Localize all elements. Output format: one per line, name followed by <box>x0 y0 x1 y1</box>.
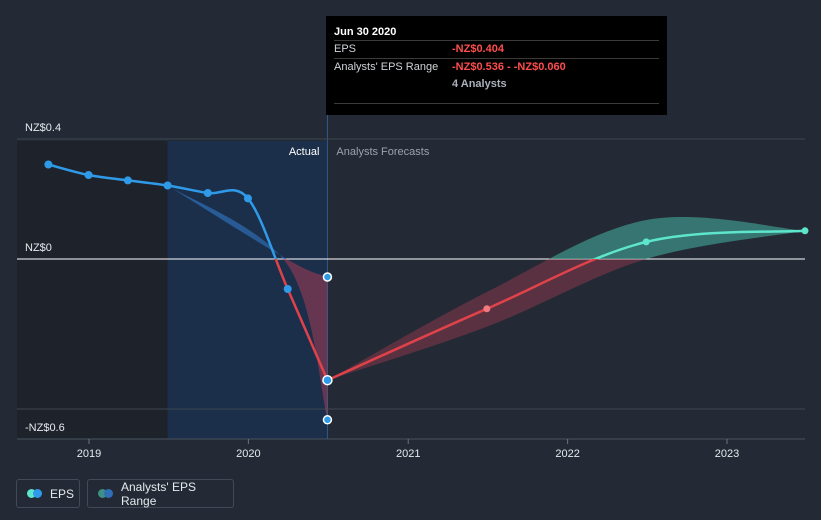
y-tick-label: -NZ$0.6 <box>25 422 65 434</box>
eps-range-bands <box>167 185 806 420</box>
eps-range-high-point <box>322 272 333 282</box>
forecast-label: Analysts Forecasts <box>336 146 429 158</box>
eps-actual-point <box>243 194 252 203</box>
eps-range-actual <box>167 185 287 259</box>
legend-eps-button[interactable]: EPS <box>16 479 80 508</box>
eps-actual-point <box>84 171 93 179</box>
eps-points <box>44 160 809 425</box>
tooltip-range-label: Analysts' EPS Range <box>334 61 439 73</box>
eps-actual-point <box>44 160 53 169</box>
range-swatch-icon <box>98 489 113 498</box>
eps-tooltip: Jun 30 2020 EPS -NZ$0.404 Analysts' EPS … <box>326 16 667 115</box>
chart-background <box>17 115 328 439</box>
tooltip-analysts-row: 4 Analysts <box>334 76 659 93</box>
tooltip-analysts-count: 4 Analysts <box>452 78 507 90</box>
chart-gridlines <box>17 138 805 444</box>
eps-actual-point <box>203 189 212 197</box>
x-tick-label: 2022 <box>555 448 579 460</box>
tooltip-date: Jun 30 2020 <box>334 26 397 38</box>
eps-actual-point <box>283 285 292 293</box>
eps-range-actual-negative <box>282 259 328 420</box>
eps-actual-point <box>163 181 172 190</box>
y-tick-label: NZ$0 <box>25 242 52 254</box>
eps-range-forecast-positive <box>548 217 806 259</box>
chart-labels: NZ$0.4 NZ$0 -NZ$0.6 2019 2020 2021 2022 2023 Act… <box>25 122 739 460</box>
eps-forecast-line <box>592 229 806 259</box>
eps-actual-point <box>322 374 333 386</box>
x-tick-label: 2021 <box>396 448 420 460</box>
eps-actual-point <box>123 176 132 185</box>
eps-range-low-point <box>322 415 333 425</box>
x-tick-label: 2020 <box>236 448 260 460</box>
eps-forecast-point <box>801 227 809 235</box>
legend-eps-label: EPS <box>50 486 75 501</box>
legend-range-button[interactable]: Analysts' EPS Range <box>87 479 234 508</box>
tooltip-eps-value: -NZ$0.404 <box>452 43 504 55</box>
tooltip-range-row: Analysts' EPS Range -NZ$0.536 - -NZ$0.06… <box>334 58 659 76</box>
x-tick-label: 2023 <box>715 448 739 460</box>
eps-actual-line <box>48 163 278 259</box>
tooltip-eps-label: EPS <box>334 43 357 55</box>
eps-forecast-line-negative <box>326 259 599 382</box>
tooltip-eps-row: EPS -NZ$0.404 <box>334 40 659 58</box>
actual-label: Actual <box>289 146 320 158</box>
tooltip-range-value: -NZ$0.536 - -NZ$0.060 <box>452 61 566 73</box>
x-tick-label: 2019 <box>77 448 101 460</box>
eps-swatch-icon <box>27 489 42 498</box>
past-shade <box>17 141 168 439</box>
eps-range-forecast-negative <box>327 259 647 381</box>
eps-forecast-point <box>642 238 650 246</box>
y-tick-label: NZ$0.4 <box>25 122 61 134</box>
eps-forecast-point <box>483 305 491 313</box>
legend-range-label: Analysts' EPS Range <box>121 479 196 508</box>
tooltip-divider <box>334 103 659 104</box>
